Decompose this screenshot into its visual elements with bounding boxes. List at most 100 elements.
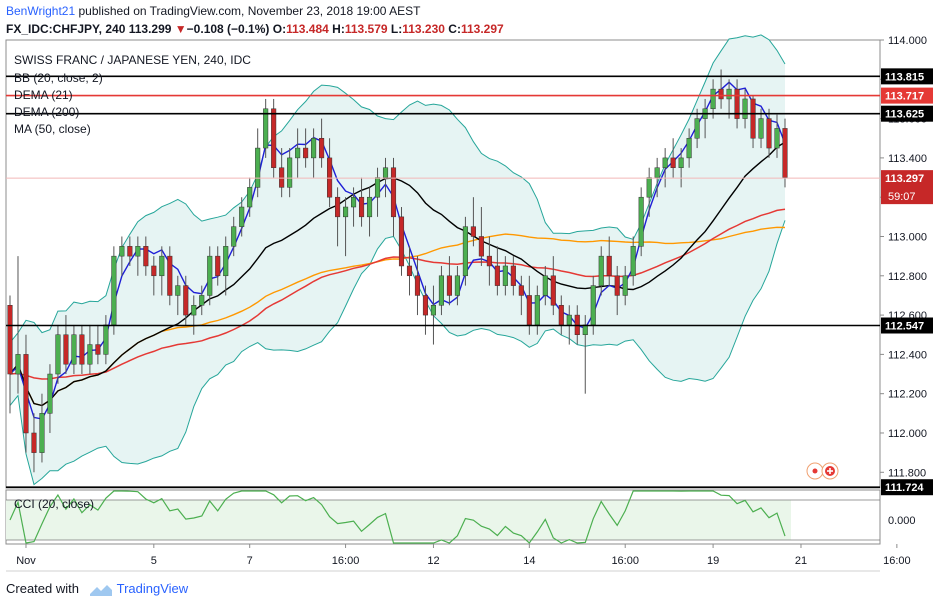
dema21-legend[interactable]: DEMA (21) (14, 88, 73, 102)
level-label: 113.717 (885, 91, 924, 103)
candle-body (486, 255, 492, 267)
candle (430, 285, 437, 345)
cci-line (9, 490, 786, 544)
bb-upper-line (9, 34, 786, 343)
candle (486, 236, 492, 286)
candle-body (414, 275, 421, 296)
cci-legend[interactable]: CCI (20, close) (14, 497, 95, 511)
candle-body (598, 255, 604, 286)
candle (758, 108, 764, 149)
countdown-label: 59:07 (888, 191, 916, 203)
candle-body (390, 167, 397, 218)
tradingview-logo-icon (89, 584, 112, 596)
candle (734, 79, 740, 129)
close-label: C: (448, 22, 461, 36)
candle-body (287, 157, 293, 188)
tradingview-link[interactable]: TradingView (116, 581, 189, 596)
candle (55, 324, 61, 384)
candle (662, 148, 668, 188)
candle (31, 413, 37, 473)
candle-body (55, 334, 61, 375)
candle (199, 285, 205, 316)
candle (454, 265, 460, 306)
candle-body (662, 157, 668, 168)
candle (295, 128, 301, 178)
candle-body (782, 128, 788, 178)
ma50-legend[interactable]: MA (50, close) (14, 122, 91, 136)
candle-body (558, 305, 564, 326)
candle (518, 275, 524, 316)
candle (255, 128, 261, 198)
author-link[interactable]: BenWright21 (6, 4, 76, 18)
candle (398, 207, 405, 276)
candle-body (223, 246, 229, 277)
candle (358, 177, 365, 227)
candle (215, 246, 221, 286)
candle (263, 98, 269, 158)
candle (646, 167, 652, 217)
x-tick-label: 5 (151, 555, 157, 567)
candle (374, 167, 381, 217)
candle-body (750, 98, 756, 139)
candle (478, 207, 484, 266)
dema200-legend[interactable]: DEMA (200) (14, 105, 80, 119)
close-value: 113.297 (460, 22, 504, 36)
candle-body (670, 157, 676, 168)
x-tick-label: 19 (707, 555, 719, 567)
candle (494, 246, 500, 296)
candle-body (87, 344, 93, 365)
chart-canvas[interactable]: 114.000113.800113.600113.400113.200113.0… (0, 0, 937, 575)
high-label: H: (332, 22, 345, 36)
change-value: −0.108 (−0.1%) (186, 22, 270, 36)
candle-body (127, 246, 133, 257)
candle-body (191, 305, 197, 316)
x-tick-label: 16:00 (611, 555, 639, 567)
candle-body (622, 275, 628, 296)
candle (446, 256, 452, 306)
candle-body (295, 147, 301, 159)
candle (774, 114, 780, 158)
candle-body (263, 108, 269, 149)
candle-body (167, 255, 173, 296)
candle (79, 324, 85, 375)
candle-body (119, 246, 125, 257)
candle-body (718, 88, 724, 100)
candle (327, 138, 333, 208)
candle-body (47, 373, 53, 414)
symbol-label: FX_IDC:CHFJPY, 240 (6, 22, 126, 36)
candle (686, 128, 692, 168)
candle-body (422, 295, 429, 316)
candle (502, 256, 508, 296)
candle (279, 148, 285, 198)
candle-body (7, 305, 13, 375)
cci-band-fill (6, 500, 791, 540)
candle (622, 265, 628, 306)
candle (135, 236, 141, 276)
y-tick-label: 112.200 (888, 389, 927, 401)
candle (750, 95, 756, 149)
candle (87, 324, 93, 375)
candle-body (319, 137, 325, 159)
candle (462, 216, 468, 286)
last-price-label: 113.297 (885, 173, 924, 185)
candle-body (526, 295, 532, 326)
candle (303, 128, 309, 168)
candle-body (135, 246, 141, 257)
candle (670, 138, 676, 178)
candle-body (79, 334, 85, 365)
high-value: 113.579 (344, 22, 388, 36)
y-tick-label: 113.000 (888, 231, 927, 243)
level-label-box (881, 87, 933, 104)
candle-body (71, 334, 77, 365)
candle (95, 324, 101, 365)
candle (71, 324, 77, 375)
candle-body (374, 177, 381, 198)
candle-body (734, 88, 740, 119)
x-tick-label: 21 (795, 555, 807, 567)
bb-legend[interactable]: BB (20, close, 2) (14, 71, 103, 85)
candle-body (335, 196, 341, 218)
candle (390, 157, 397, 237)
open-label: O: (272, 22, 287, 36)
candle (678, 148, 684, 188)
candle (183, 275, 189, 325)
